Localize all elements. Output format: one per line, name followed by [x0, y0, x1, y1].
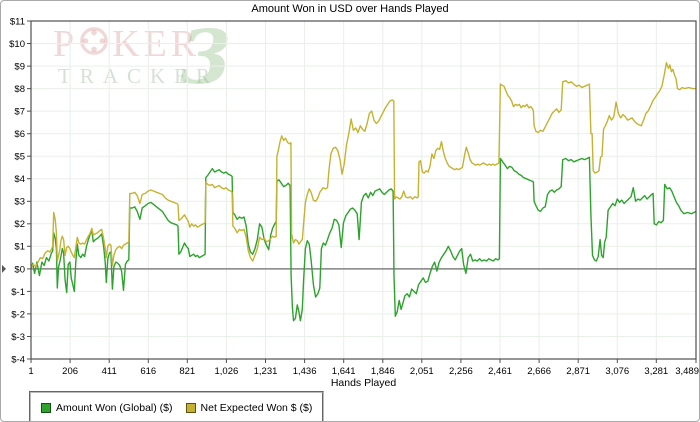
x-tick-label: 411: [102, 366, 117, 377]
legend-item-net-expected[interactable]: Net Expected Won $ ($): [185, 401, 313, 414]
legend-label-amount-won: Amount Won (Global) ($): [56, 401, 173, 414]
x-tick-label: 1,641: [332, 366, 356, 377]
y-tick-label: $11: [10, 16, 25, 27]
y-tick-label: $1: [14, 242, 25, 253]
y-tick-label: $0: [14, 264, 25, 275]
y-tick-label: $9: [14, 62, 25, 73]
x-tick-label: 2,256: [449, 366, 473, 377]
y-tick-label: $8: [14, 84, 25, 95]
x-tick-label: 206: [62, 366, 78, 377]
x-tick-label: 2,051: [410, 366, 434, 377]
x-tick-label: 2,666: [527, 366, 551, 377]
y-tick-label: $7: [14, 107, 25, 118]
x-tick-label: 1,026: [215, 366, 239, 377]
x-tick-label: 616: [140, 366, 156, 377]
chart-title: Amount Won in USD over Hands Played: [251, 3, 449, 15]
y-tick-label: $-2: [11, 309, 25, 320]
x-tick-label: 821: [179, 366, 195, 377]
series-line-amount-won: [30, 156, 697, 322]
y-tick-label: $6: [14, 129, 25, 140]
plot-border: [30, 20, 697, 360]
y-tick-label: $10: [9, 39, 25, 50]
x-tick-label: 1,436: [293, 366, 317, 377]
legend-label-net-expected: Net Expected Won $ ($): [200, 401, 313, 414]
y-tick-label: $-1: [11, 287, 25, 298]
net-expected-swatch-icon: [185, 402, 196, 413]
x-tick-label: 1,231: [254, 366, 278, 377]
amount-won-swatch-icon: [41, 402, 51, 413]
x-tick-label: 3,281: [644, 366, 668, 377]
y-tick-label: $2: [14, 219, 25, 230]
y-tick-label: $3: [14, 197, 25, 208]
chart-legend: Amount Won (Global) ($) Net Expected Won…: [29, 391, 325, 421]
y-tick-label: $-3: [11, 332, 25, 343]
y-tick-label: $-4: [11, 354, 25, 365]
series-line-net-expected: [30, 62, 696, 269]
x-tick-label: 2,461: [488, 366, 512, 377]
x-tick-label: 3,489: [675, 366, 699, 377]
legend-item-amount-won[interactable]: Amount Won (Global) ($): [41, 402, 173, 414]
x-tick-label: 1,846: [371, 366, 395, 377]
x-axis-title: Hands Played: [331, 377, 397, 389]
x-tick-label: 2,871: [566, 366, 590, 377]
x-tick-label: 1: [28, 366, 33, 377]
x-tick-label: 3,076: [605, 366, 629, 377]
y-tick-label: $4: [14, 174, 25, 185]
y-tick-label: $5: [14, 152, 25, 163]
zero-axis-marker: [2, 264, 6, 273]
